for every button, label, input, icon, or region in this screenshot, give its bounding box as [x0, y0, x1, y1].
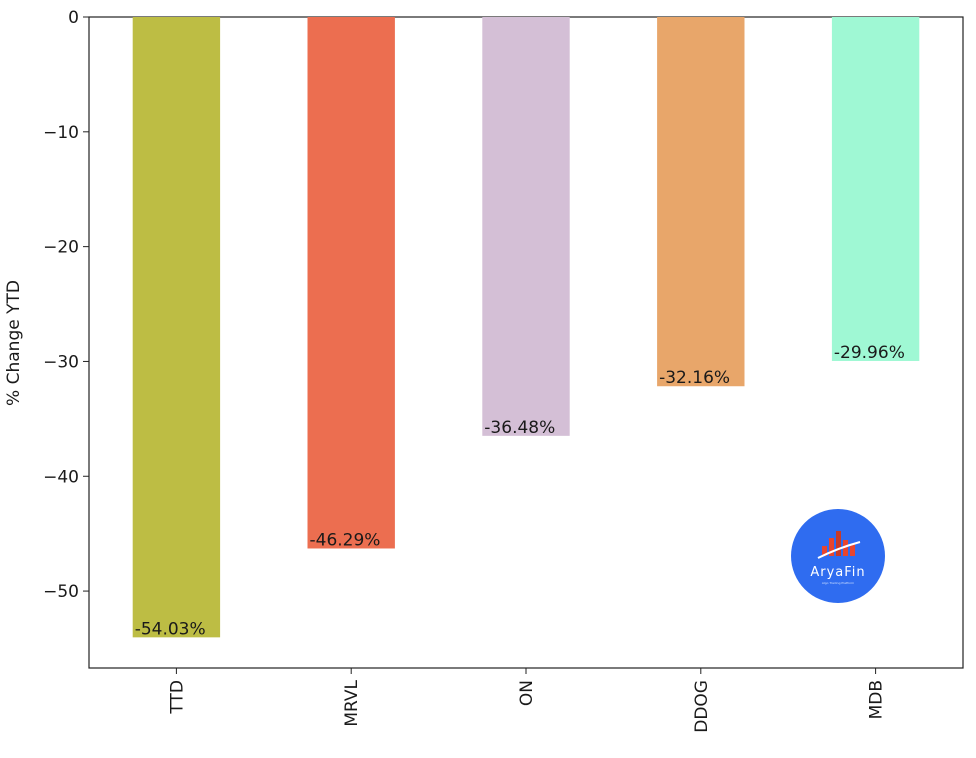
- data-label-mrvl: -46.29%: [310, 530, 381, 550]
- y-tick-label: −50: [43, 582, 79, 602]
- y-tick-label: −10: [43, 123, 79, 143]
- chart-bars-icon: [817, 531, 861, 559]
- bar-on: [482, 17, 570, 436]
- x-tick-label-mrvl: MRVL: [342, 679, 362, 726]
- logo-tagline: Algo Trading Platform: [822, 581, 854, 585]
- data-label-mdb: -29.96%: [834, 343, 905, 363]
- data-label-ddog: -32.16%: [659, 368, 730, 388]
- logo-name: AryaFin: [810, 565, 865, 580]
- y-tick-label: −30: [43, 352, 79, 372]
- x-ticks: TTD MRVL ON DDOG MDB: [167, 668, 887, 733]
- x-tick-label-mdb: MDB: [867, 680, 887, 719]
- y-tick-label: −20: [43, 238, 79, 258]
- data-labels: -54.03% -46.29% -36.48% -32.16% -29.96%: [135, 343, 905, 639]
- bar-ttd: [132, 17, 221, 638]
- x-tick-label-ttd: TTD: [167, 680, 187, 715]
- bar-mrvl: [307, 17, 395, 549]
- y-ticks: 0 −10 −20 −30 −40 −50: [43, 8, 89, 602]
- data-label-ttd: -54.03%: [135, 619, 206, 639]
- y-tick-label: −40: [43, 467, 79, 487]
- x-tick-label-on: ON: [517, 680, 537, 706]
- y-tick-label: 0: [68, 8, 79, 28]
- bar-mdb: [831, 17, 920, 361]
- data-label-on: -36.48%: [484, 418, 555, 438]
- bar-ddog: [657, 17, 745, 387]
- x-tick-label-ddog: DDOG: [692, 680, 712, 733]
- aryafin-logo: AryaFin Algo Trading Platform: [791, 509, 885, 603]
- bars: [132, 17, 920, 638]
- y-axis-label: % Change YTD: [4, 280, 24, 406]
